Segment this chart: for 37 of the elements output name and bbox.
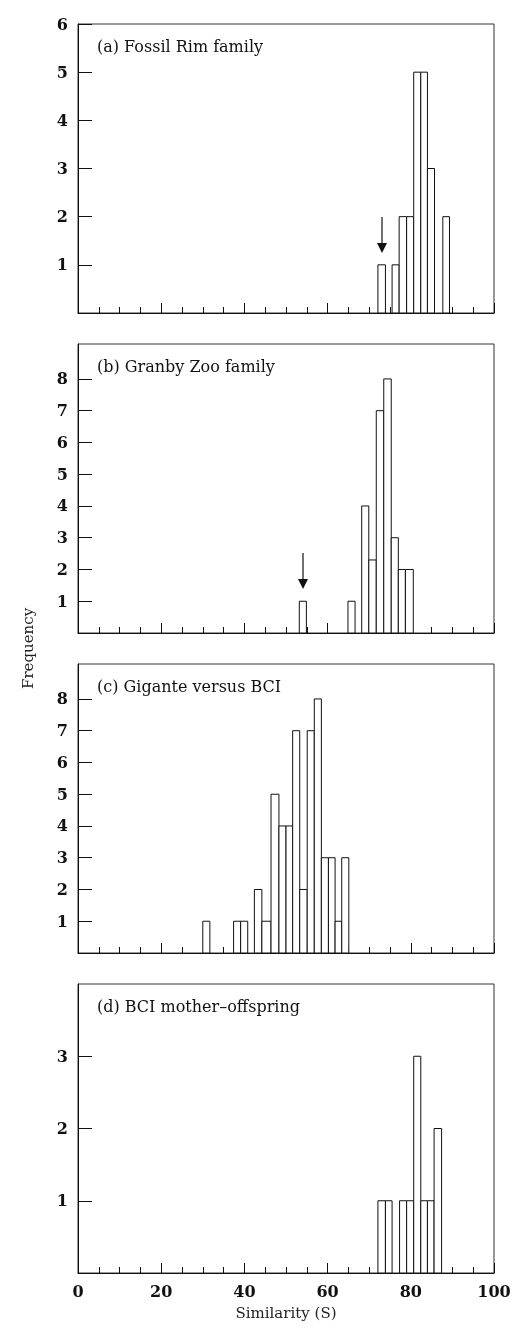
y-tick-label: 2 bbox=[56, 879, 68, 899]
y-axis-title: Frequency bbox=[19, 607, 37, 689]
text: (c) Gigante versus BCI bbox=[97, 676, 282, 696]
y-tick-label: 2 bbox=[56, 207, 68, 227]
x-tick-label: 80 bbox=[399, 1281, 422, 1301]
y-tick-label: 5 bbox=[56, 784, 68, 804]
y-tick-label: 2 bbox=[56, 1119, 68, 1138]
x-tick-label: 0 bbox=[72, 1281, 84, 1301]
text: (d) BCI mother–offspring bbox=[97, 996, 300, 1016]
y-tick-label: 3 bbox=[56, 1046, 68, 1066]
y-tick-label: 3 bbox=[56, 159, 68, 178]
y-tick-label: 7 bbox=[56, 401, 68, 421]
y-tick-label: 5 bbox=[56, 62, 68, 82]
y-tick-label: 2 bbox=[56, 559, 68, 579]
y-tick-label: 4 bbox=[56, 816, 68, 836]
y-tick-label: 7 bbox=[56, 721, 68, 741]
y-tick-label: 3 bbox=[56, 848, 68, 868]
y-tick-label: 1 bbox=[56, 1191, 68, 1211]
y-tick-label: 8 bbox=[56, 689, 68, 709]
text: (b) Granby Zoo family bbox=[97, 356, 275, 376]
y-tick-label: 1 bbox=[56, 591, 68, 611]
y-tick-label: 5 bbox=[56, 464, 68, 484]
y-tick-label: 1 bbox=[56, 255, 68, 275]
x-tick-label: 40 bbox=[233, 1281, 256, 1301]
x-tick-label: 60 bbox=[316, 1281, 339, 1301]
y-tick-label: 4 bbox=[56, 110, 68, 130]
y-tick-label: 1 bbox=[56, 911, 68, 931]
x-tick-label: 20 bbox=[150, 1281, 173, 1301]
text: (a) Fossil Rim family bbox=[97, 36, 264, 56]
x-axis-title: Similarity (S) bbox=[235, 1303, 337, 1322]
y-tick-label: 6 bbox=[56, 432, 68, 452]
y-tick-label: 6 bbox=[56, 14, 68, 34]
y-tick-label: 4 bbox=[56, 496, 68, 516]
y-tick-label: 8 bbox=[56, 369, 68, 389]
y-tick-label: 3 bbox=[56, 528, 68, 548]
x-tick-label: 100 bbox=[477, 1281, 511, 1301]
y-tick-label: 6 bbox=[56, 752, 68, 772]
